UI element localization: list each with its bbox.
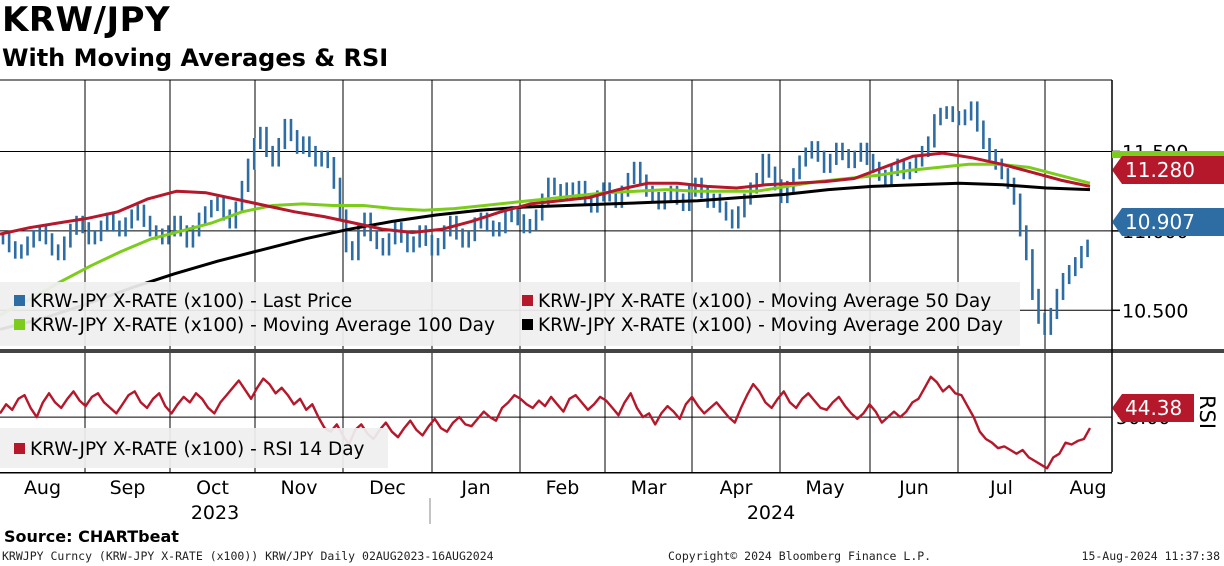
legend-swatch xyxy=(522,319,533,330)
ma100-tag-sliver xyxy=(1112,151,1224,158)
rsi-legend-box xyxy=(0,428,388,468)
ma50-value-tag xyxy=(1112,156,1224,184)
chart-subtitle: With Moving Averages & RSI xyxy=(2,44,389,72)
legend-swatch xyxy=(14,443,25,454)
legend-swatch xyxy=(14,319,25,330)
year-label: 2024 xyxy=(747,502,795,524)
month-label: Mar xyxy=(631,477,667,499)
ma50-line xyxy=(0,151,1091,236)
month-label: Apr xyxy=(720,477,753,499)
month-label: Nov xyxy=(280,477,317,499)
month-label: Aug xyxy=(1069,477,1106,499)
legend-swatch xyxy=(522,295,533,306)
plot-bottom-border xyxy=(0,472,1112,474)
year-label: 2023 xyxy=(191,502,239,524)
price-tick-label: 10.500 xyxy=(1122,300,1188,322)
ticker-description: KRWJPY Curncy (KRW-JPY X-RATE (x100)) KR… xyxy=(2,549,494,563)
source-note: Source: CHARTbeat xyxy=(4,527,179,546)
panel-separator xyxy=(0,349,1224,353)
legend-label: KRW-JPY X-RATE (x100) - Moving Average 1… xyxy=(30,315,495,336)
month-label: Feb xyxy=(546,477,580,499)
ma200-line xyxy=(0,181,1091,331)
price-value-tag-label: 10.907 xyxy=(1125,210,1195,234)
timestamp: 15-Aug-2024 11:37:38 xyxy=(1081,549,1220,563)
month-label: Dec xyxy=(369,477,406,499)
legend-label: KRW-JPY X-RATE (x100) - Last Price xyxy=(30,291,352,312)
month-label: May xyxy=(805,477,844,499)
rsi-line xyxy=(0,375,1092,470)
chart-title: KRW/JPY xyxy=(2,0,171,40)
ma100-line xyxy=(0,162,1091,317)
price-legend-box xyxy=(0,282,1020,346)
month-label: Jul xyxy=(989,477,1013,499)
rsi-axis-label: RSI xyxy=(1195,395,1219,429)
copyright: Copyright© 2024 Bloomberg Finance L.P. xyxy=(668,549,932,563)
ma50-value-tag-label: 11.280 xyxy=(1125,158,1195,182)
month-label: Oct xyxy=(196,477,229,499)
legend-label: KRW-JPY X-RATE (x100) - RSI 14 Day xyxy=(30,439,365,460)
month-label: Jan xyxy=(460,477,490,499)
rsi-value-tag xyxy=(1112,394,1194,422)
legend-swatch xyxy=(14,295,25,306)
legend-label: KRW-JPY X-RATE (x100) - Moving Average 5… xyxy=(538,291,991,312)
legend-label: KRW-JPY X-RATE (x100) - Moving Average 2… xyxy=(538,315,1003,336)
month-label: Aug xyxy=(24,477,61,499)
rsi-value-tag-label: 44.38 xyxy=(1125,396,1182,420)
month-label: Jun xyxy=(898,477,929,499)
price-value-tag xyxy=(1112,208,1224,236)
month-label: Sep xyxy=(110,477,146,499)
